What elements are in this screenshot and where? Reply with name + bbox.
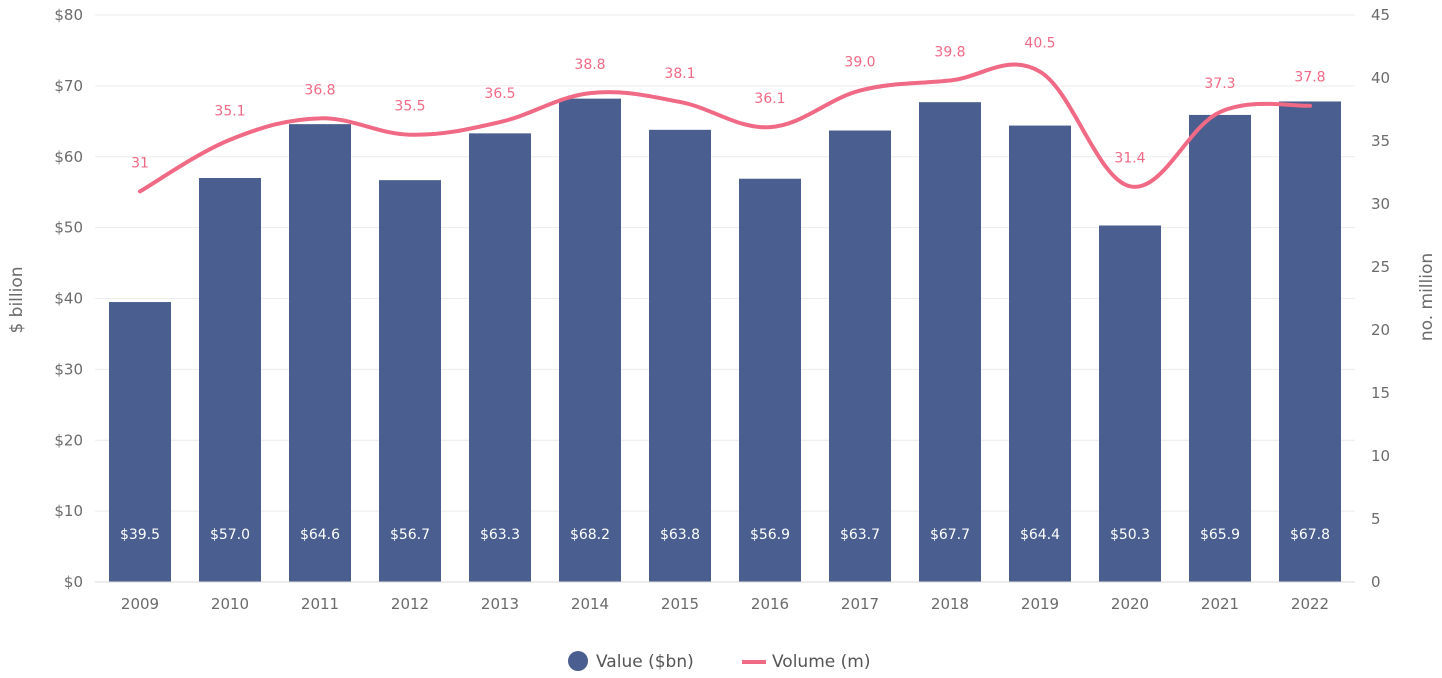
- bar: [649, 129, 711, 582]
- x-tick-label: 2021: [1201, 595, 1239, 613]
- x-tick-label: 2012: [391, 595, 429, 613]
- y-left-tick-label: $50: [54, 219, 83, 237]
- gridlines: [95, 14, 1355, 583]
- bar: [919, 102, 981, 583]
- line-value-label: 36.8: [304, 82, 335, 98]
- bar-value-label: $64.6: [300, 527, 340, 543]
- line-value-label: 35.1: [214, 104, 245, 120]
- line-series: [138, 62, 1312, 194]
- legend-line-label: Volume (m): [772, 652, 870, 672]
- line-value-label: 36.5: [484, 86, 515, 102]
- x-tick-label: 2020: [1111, 595, 1149, 613]
- bar: [1279, 101, 1341, 582]
- bar: [739, 178, 801, 582]
- bar-value-label: $68.2: [570, 527, 610, 543]
- y-right-tick-label: 15: [1371, 384, 1390, 402]
- line-value-label: 39.8: [934, 45, 965, 61]
- y-right-tick-label: 25: [1371, 258, 1390, 276]
- y-left-tick-label: $80: [54, 6, 83, 24]
- bar-value-label: $65.9: [1200, 527, 1240, 543]
- line-value-label: 38.1: [664, 66, 695, 82]
- legend: Value ($bn) Volume (m): [568, 651, 870, 672]
- y-left-tick-label: $20: [54, 431, 83, 449]
- x-tick-label: 2009: [121, 595, 159, 613]
- line-value-label: 37.8: [1294, 70, 1325, 86]
- line-value-label: 38.8: [574, 57, 605, 73]
- volume-line: [138, 62, 1312, 194]
- bar-value-label: $63.7: [840, 527, 880, 543]
- x-tick-label: 2017: [841, 595, 879, 613]
- bar: [829, 130, 891, 582]
- y-right-tick-label: 0: [1371, 573, 1381, 591]
- y-left-tick-label: $30: [54, 360, 83, 378]
- line-value-label: 37.3: [1204, 76, 1235, 92]
- bar: [109, 302, 171, 582]
- bar: [559, 98, 621, 582]
- bar: [1099, 225, 1161, 582]
- legend-bar-label: Value ($bn): [596, 652, 694, 672]
- line-value-label: 35.5: [394, 99, 425, 115]
- legend-bar-swatch: [568, 651, 588, 671]
- bar: [1009, 125, 1071, 582]
- data-labels: $39.5 $57.0 $64.6 $56.7 $63.3 $68.2 $63.8 $56.9…: [120, 36, 1330, 543]
- y-right-tick-label: 30: [1371, 195, 1390, 213]
- y-left-tick-label: $0: [64, 573, 83, 591]
- x-tick-label: 2011: [301, 595, 339, 613]
- bar-value-label: $56.7: [390, 527, 430, 543]
- x-tick-label: 2010: [211, 595, 249, 613]
- bar: [379, 180, 441, 583]
- y-left-tick-label: $60: [54, 148, 83, 166]
- bar-value-label: $67.7: [930, 527, 970, 543]
- y-axis-right-title: no. million: [1417, 253, 1437, 341]
- x-tick-label: 2019: [1021, 595, 1059, 613]
- bar-value-label: $63.3: [480, 527, 520, 543]
- bar: [289, 124, 351, 583]
- y-axis-left-title: $ billion: [7, 266, 27, 333]
- y-right-tick-label: 20: [1371, 321, 1390, 339]
- x-tick-label: 2014: [571, 595, 609, 613]
- bar-value-label: $50.3: [1110, 527, 1150, 543]
- line-value-label: 36.1: [754, 91, 785, 107]
- y-right-tick-label: 5: [1371, 510, 1381, 528]
- bar-value-label: $63.8: [660, 527, 700, 543]
- bar-value-label: $39.5: [120, 527, 160, 543]
- y-right-tick-label: 40: [1371, 69, 1390, 87]
- bar: [469, 133, 531, 582]
- bar-value-label: $64.4: [1020, 527, 1060, 543]
- y-right-tick-label: 10: [1371, 447, 1390, 465]
- y-left-tick-label: $40: [54, 290, 83, 308]
- bar-value-label: $67.8: [1290, 527, 1330, 543]
- axes: $0 $10 $20 $30 $40 $50 $60 $70 $80 0 5 10 15 20 25 30 35…: [54, 6, 1390, 613]
- x-tick-label: 2016: [751, 595, 789, 613]
- line-value-label: 31.4: [1114, 150, 1145, 166]
- line-value-label: 31: [131, 155, 149, 171]
- y-right-tick-label: 45: [1371, 6, 1390, 24]
- bar: [1189, 114, 1251, 582]
- x-tick-label: 2015: [661, 595, 699, 613]
- y-right-tick-label: 35: [1371, 132, 1390, 150]
- line-value-label: 40.5: [1024, 36, 1055, 52]
- x-tick-label: 2022: [1291, 595, 1329, 613]
- bar-series: [109, 98, 1341, 583]
- bar-value-label: $56.9: [750, 527, 790, 543]
- y-left-tick-label: $70: [54, 77, 83, 95]
- bar-value-label: $57.0: [210, 527, 250, 543]
- y-left-tick-label: $10: [54, 502, 83, 520]
- x-tick-label: 2013: [481, 595, 519, 613]
- bar: [199, 178, 261, 582]
- line-value-label: 39.0: [844, 55, 875, 71]
- x-tick-label: 2018: [931, 595, 969, 613]
